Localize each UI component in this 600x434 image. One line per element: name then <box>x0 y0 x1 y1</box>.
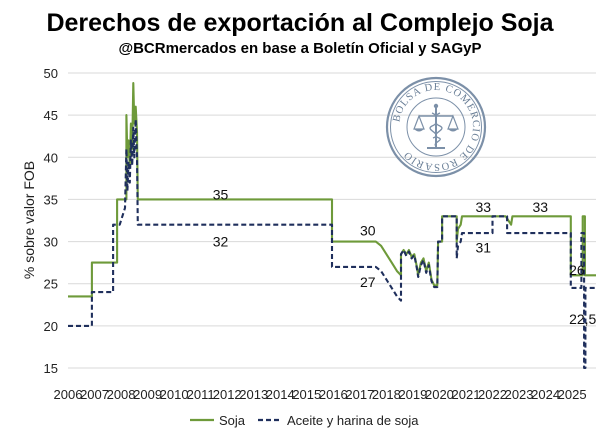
data-label: 31 <box>475 239 491 255</box>
x-tick-label: 2023 <box>505 387 534 402</box>
legend-label-soja: Soja <box>219 413 246 428</box>
y-tick-label: 35 <box>44 192 58 207</box>
x-tick-label: 2013 <box>239 387 268 402</box>
x-tick-label: 2006 <box>54 387 83 402</box>
x-tick-label: 2024 <box>531 387 560 402</box>
x-tick-label: 2019 <box>398 387 427 402</box>
series-lines <box>68 82 596 370</box>
y-tick-label: 20 <box>44 319 58 334</box>
value-annotations: 35 32 30 27 33 31 33 26 22,5 <box>213 186 597 327</box>
y-axis-label: % sobre valor FOB <box>21 161 37 279</box>
data-label: 32 <box>213 234 229 250</box>
x-tick-label: 2007 <box>80 387 109 402</box>
x-tick-label: 2011 <box>187 387 215 402</box>
x-tick-label: 2008 <box>107 387 136 402</box>
x-tick-label: 2014 <box>266 387 295 402</box>
x-tick-label: 2012 <box>213 387 242 402</box>
bcr-seal-logo: BOLSA DE COMERCIO DE ROSARIO <box>385 76 487 178</box>
y-tick-label: 25 <box>44 277 58 292</box>
x-tick-label: 2016 <box>319 387 348 402</box>
x-tick-label: 2010 <box>160 387 189 402</box>
data-label: 33 <box>532 199 548 215</box>
chart-title: Derechos de exportación al Complejo Soja <box>46 9 554 37</box>
x-tick-label: 2015 <box>292 387 321 402</box>
data-label: 27 <box>360 274 376 290</box>
x-tick-label: 2009 <box>133 387 162 402</box>
x-tick-label: 2017 <box>345 387 374 402</box>
y-tick-label: 40 <box>44 150 58 165</box>
x-tick-label: 2022 <box>478 387 507 402</box>
y-tick-label: 30 <box>44 235 58 250</box>
x-axis-ticks: 2006200720082009201020112012201320142015… <box>54 387 587 402</box>
legend: Soja Aceite y harina de soja <box>190 413 419 428</box>
y-tick-label: 45 <box>44 108 58 123</box>
y-tick-label: 15 <box>44 361 58 376</box>
series-line-aceite-harina <box>68 118 596 370</box>
data-label: 33 <box>475 199 491 215</box>
x-tick-label: 2025 <box>558 387 587 402</box>
x-tick-label: 2018 <box>372 387 401 402</box>
data-label: 26 <box>569 262 585 278</box>
data-label: 35 <box>213 186 229 202</box>
chart-subtitle: @BCRmercados en base a Boletín Oficial y… <box>118 40 481 57</box>
data-label: 22,5 <box>569 311 596 327</box>
legend-label-aceite-harina: Aceite y harina de soja <box>287 413 419 428</box>
y-axis-ticks: 15 20 25 30 35 40 45 50 <box>44 66 58 376</box>
y-tick-label: 50 <box>44 66 58 81</box>
x-tick-label: 2020 <box>425 387 454 402</box>
data-label: 30 <box>360 223 376 239</box>
x-tick-label: 2021 <box>452 387 481 402</box>
